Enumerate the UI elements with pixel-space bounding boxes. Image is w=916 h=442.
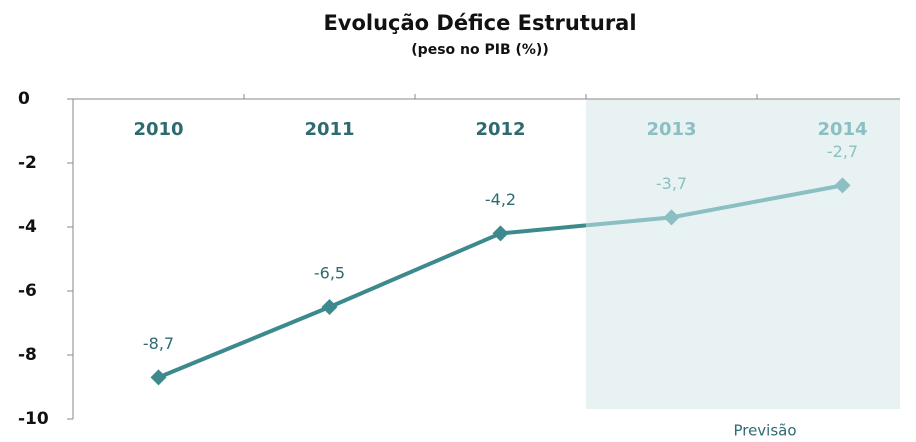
y-tick-label: -4	[18, 217, 37, 237]
line-segment	[328, 231, 502, 309]
x-tick-label: 2012	[475, 119, 525, 140]
line-segment	[157, 305, 331, 380]
y-tick-label: -6	[18, 281, 37, 301]
annotation: Previsão	[733, 422, 796, 440]
marker	[492, 225, 509, 242]
line-segment	[500, 223, 587, 236]
x-tick-label: 2013	[646, 119, 696, 140]
chart-subtitle: (peso no PIB (%))	[411, 42, 548, 58]
data-label: -6,5	[314, 264, 345, 283]
data-label: -4,2	[485, 190, 516, 209]
marker	[663, 209, 680, 226]
y-tick-label: 0	[18, 89, 30, 109]
data-label: -3,7	[656, 174, 687, 193]
x-tick-label: 2010	[133, 119, 183, 140]
y-tick-label: -8	[18, 345, 37, 365]
line-segment	[671, 183, 843, 220]
line-segment	[585, 215, 672, 228]
x-tick-label: 2011	[304, 119, 354, 140]
y-tick-label: -10	[18, 409, 49, 429]
marker	[834, 177, 851, 194]
marker	[150, 369, 167, 386]
chart-title: Evolução Défice Estrutural	[323, 11, 636, 35]
x-tick-label: 2014	[817, 119, 867, 140]
data-label: -8,7	[143, 334, 174, 353]
forecast-shade	[586, 99, 900, 409]
y-tick-label: -2	[18, 153, 37, 173]
data-label: -2,7	[827, 142, 858, 161]
marker	[321, 299, 338, 315]
